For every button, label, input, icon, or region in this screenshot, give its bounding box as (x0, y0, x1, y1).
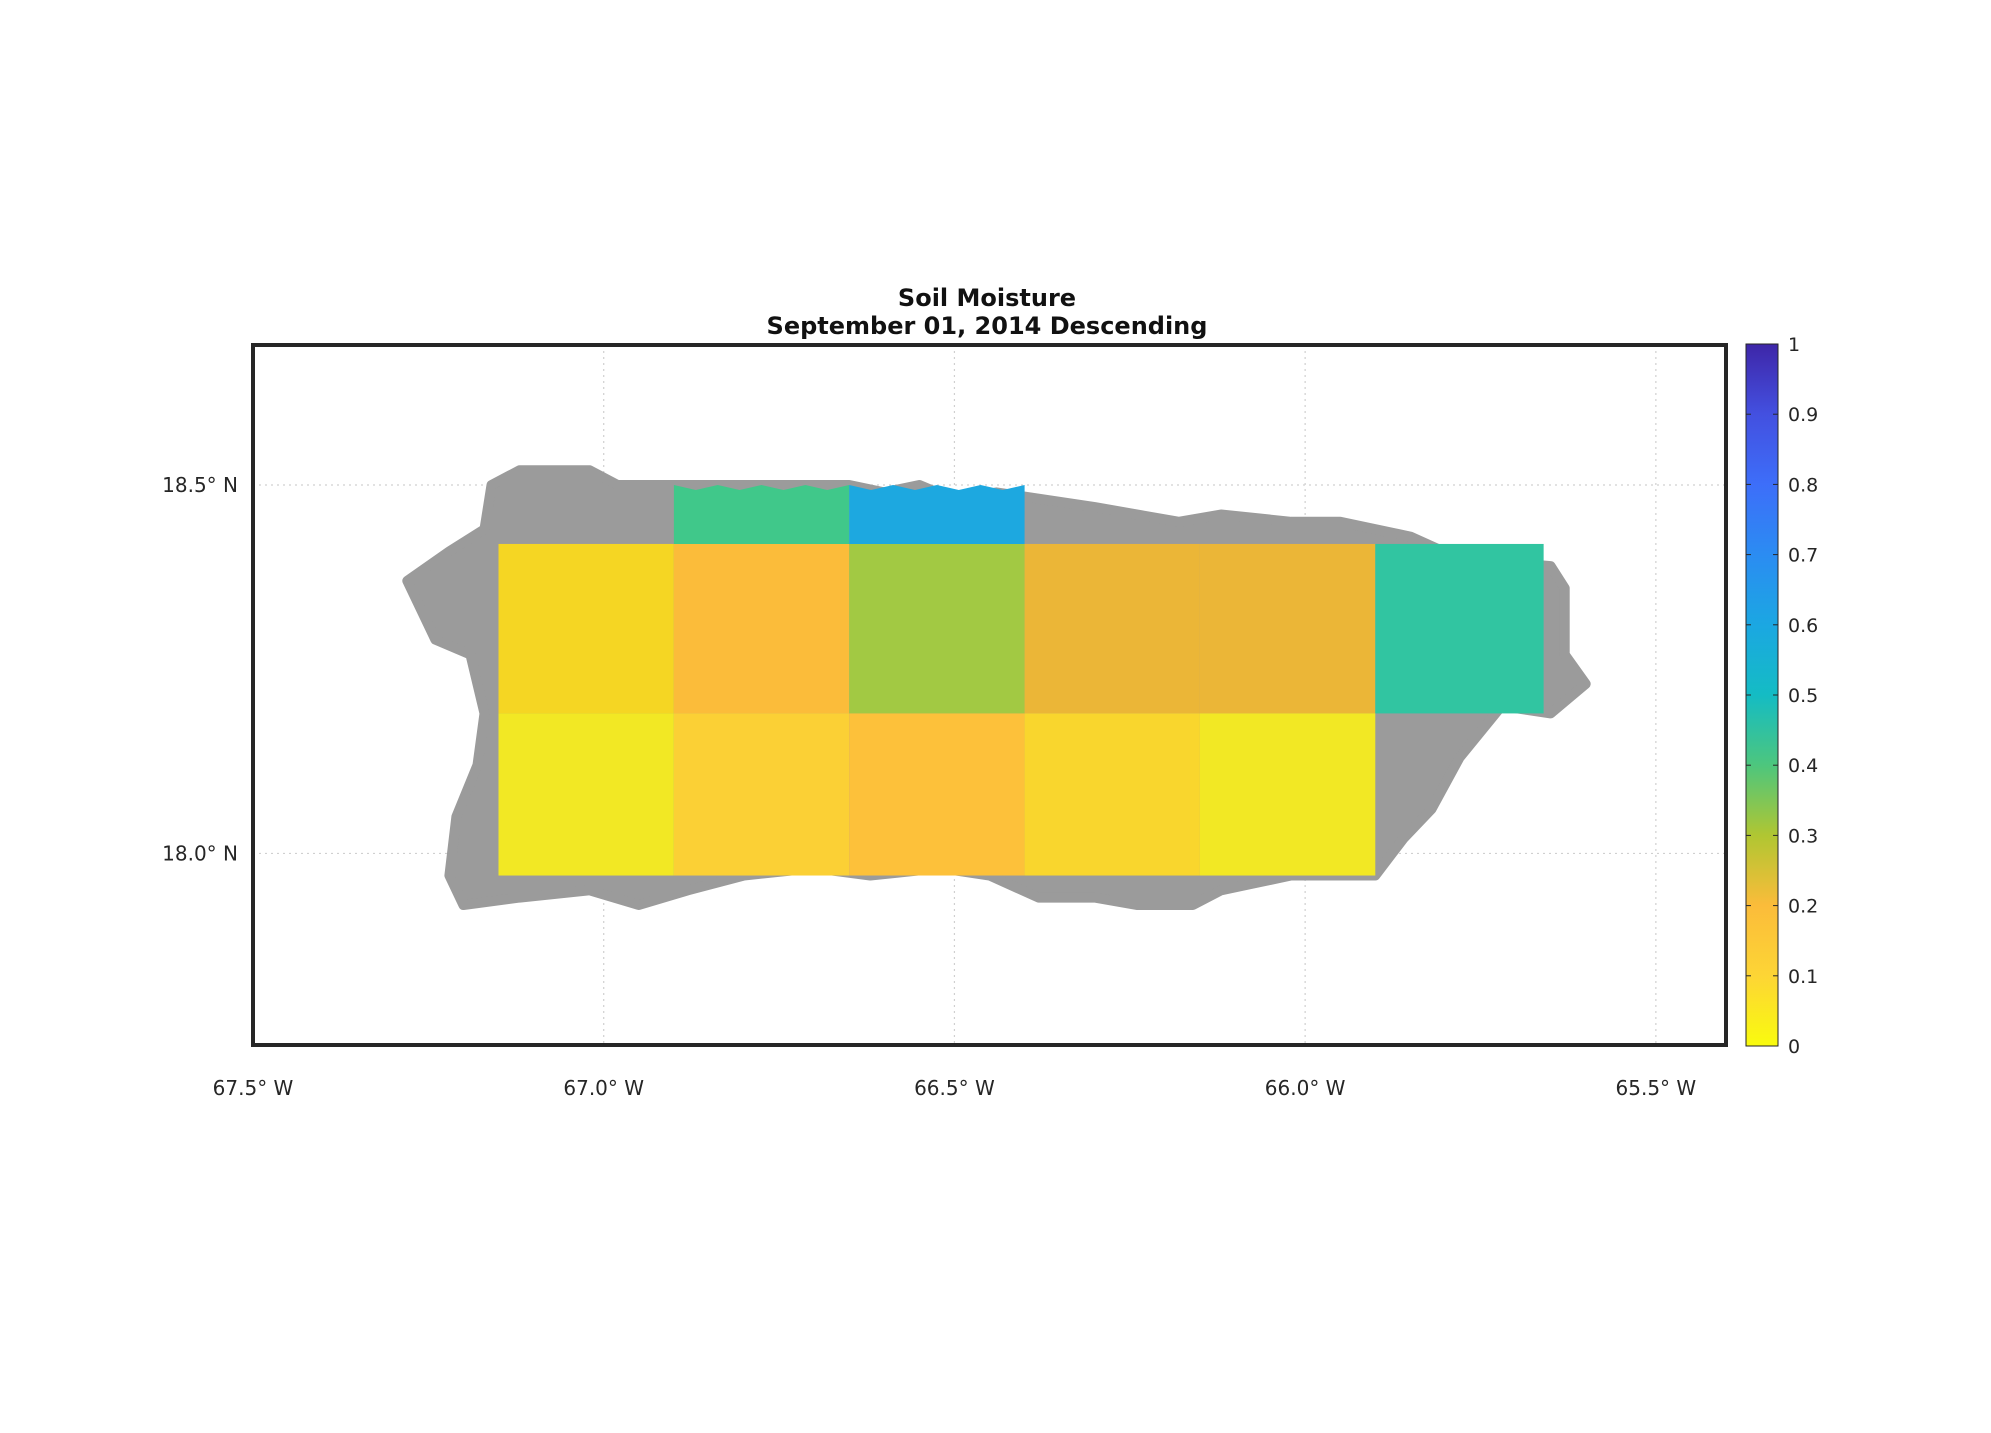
map-subtitle: September 01, 2014 Descending (767, 312, 1208, 340)
colorbar-tick-label-0: 0 (1788, 1036, 1800, 1058)
moisture-cell-1 (673, 543, 850, 714)
moisture-cell-6 (498, 713, 674, 876)
map-frame (251, 343, 1728, 1047)
colorbar-gradient (1745, 343, 1779, 1047)
map-title: Soil Moisture (898, 284, 1076, 312)
lat-tick-label-0: 18.5° N (162, 473, 238, 497)
colorbar-tick-label-10: 1 (1788, 334, 1800, 356)
colorbar-tick-label-5: 0.5 (1788, 685, 1818, 707)
colorbar-tick-label-1: 0.1 (1788, 966, 1818, 988)
moisture-cell-0 (498, 543, 674, 714)
map-area (402, 465, 1591, 910)
colorbar-tick-label-4: 0.4 (1788, 755, 1818, 777)
moisture-cell-3 (1024, 543, 1200, 714)
lon-tick-label-1: 67.0° W (563, 1076, 644, 1100)
latitude-axis: 18.5° N 18.0° N (162, 473, 238, 865)
longitude-axis: 67.5° W 67.0° W 66.5° W 66.0° W 65.5° W (213, 1076, 1697, 1100)
lat-tick-label-1: 18.0° N (162, 841, 238, 865)
moisture-cell-4 (1199, 543, 1376, 714)
colorbar-tick-label-6: 0.6 (1788, 615, 1818, 637)
moisture-cell-5 (1375, 543, 1544, 714)
moisture-cell-2 (849, 543, 1025, 714)
colorbar-tick-label-9: 0.9 (1788, 404, 1818, 426)
colorbar-tick-label-2: 0.2 (1788, 896, 1818, 918)
lon-tick-label-0: 67.5° W (213, 1076, 294, 1100)
colorbar-tick-label-8: 0.8 (1788, 474, 1818, 496)
lon-tick-label-4: 65.5° W (1616, 1076, 1697, 1100)
moisture-cell-9 (1024, 713, 1200, 876)
moisture-cell-7 (673, 713, 850, 876)
colorbar-tick-label-3: 0.3 (1788, 825, 1818, 847)
moisture-cell-12 (849, 485, 1025, 544)
colorbar-tick-label-7: 0.7 (1788, 545, 1818, 567)
moisture-cell-10 (1199, 713, 1376, 876)
moisture-cell-8 (849, 713, 1025, 876)
colorbar-ticks: 0 0.1 0.2 0.3 0.4 0.5 0.6 0.7 0.8 0.9 1 (1746, 334, 1818, 1058)
lon-tick-label-3: 66.0° W (1265, 1076, 1346, 1100)
moisture-cell-11 (673, 485, 850, 544)
colorbar: 0 0.1 0.2 0.3 0.4 0.5 0.6 0.7 0.8 0.9 1 (1745, 334, 1818, 1058)
lon-tick-label-2: 66.5° W (914, 1076, 995, 1100)
